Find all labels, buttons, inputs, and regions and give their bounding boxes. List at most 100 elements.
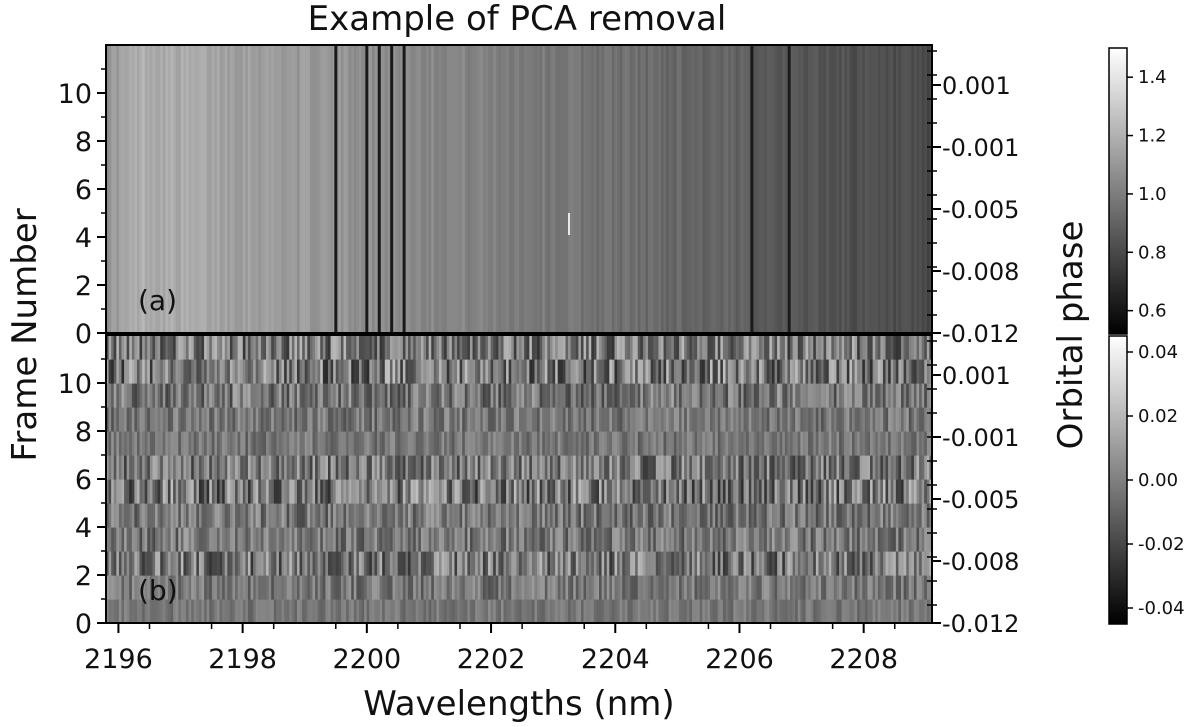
heatmap-b-cell <box>397 407 401 432</box>
heatmap-b-cell <box>366 479 370 504</box>
heatmap-b-cell <box>490 527 494 552</box>
heatmap-b-cell <box>761 551 765 576</box>
heatmap-b-cell <box>748 407 752 432</box>
heatmap-b-cell <box>134 479 138 504</box>
heatmap-b-cell <box>599 455 603 480</box>
heatmap-b-cell <box>348 599 352 624</box>
heatmap-b-cell <box>743 335 747 360</box>
heatmap-b-cell <box>851 359 856 384</box>
heatmap-b-cell <box>614 503 618 528</box>
heatmap-b-cell <box>369 359 373 384</box>
heatmap-b-cell <box>511 359 515 384</box>
heatmap-b-cell <box>493 407 497 432</box>
heatmap-b-cell <box>278 599 283 624</box>
heatmap-b-cell <box>596 599 600 624</box>
heatmap-b-cell <box>178 455 182 480</box>
heatmap-b-cell <box>526 599 530 624</box>
heatmap-b-cell <box>916 527 920 552</box>
heatmap-b-cell <box>604 503 608 528</box>
heatmap-b-cell <box>129 455 133 480</box>
heatmap-b-cell <box>263 431 267 456</box>
heatmap-b-cell <box>849 479 853 504</box>
heatmap-b-cell <box>751 479 755 504</box>
heatmap-b-cell <box>134 551 138 576</box>
heatmap-b-cell <box>204 431 208 456</box>
heatmap-b-cell <box>113 455 117 480</box>
heatmap-a-column <box>371 45 376 333</box>
heatmap-b-cell <box>684 455 688 480</box>
heatmap-b-cell <box>356 575 360 600</box>
heatmap-b-cell <box>635 431 639 456</box>
heatmap-b-cell <box>206 431 210 456</box>
heatmap-b-cell <box>242 599 246 624</box>
heatmap-a-column <box>144 45 148 333</box>
heatmap-b-cell <box>325 503 329 528</box>
heatmap-b-cell <box>611 383 616 408</box>
heatmap-b-cell <box>655 431 659 456</box>
heatmap-b-cell <box>480 407 484 432</box>
heatmap-b-cell <box>278 431 283 456</box>
heatmap-b-cell <box>111 359 115 384</box>
heatmap-b-cell <box>216 431 221 456</box>
heatmap-b-cell <box>361 527 365 552</box>
heatmap-b-cell <box>769 479 773 504</box>
heatmap-b-cell <box>389 479 394 504</box>
heatmap-b-cell <box>377 479 381 504</box>
heatmap-a-column <box>738 45 742 333</box>
heatmap-b-cell <box>534 335 538 360</box>
heatmap-b-cell <box>756 335 760 360</box>
heatmap-b-cell <box>764 359 768 384</box>
heatmap-b-cell <box>490 431 494 456</box>
heatmap-b-cell <box>573 599 577 624</box>
heatmap-b-cell <box>746 479 750 504</box>
heatmap-b-cell <box>771 503 776 528</box>
heatmap-b-cell <box>124 335 128 360</box>
heatmap-b-cell <box>395 551 399 576</box>
heatmap-b-cell <box>549 359 554 384</box>
heatmap-b-cell <box>895 431 900 456</box>
heatmap-b-cell <box>549 383 554 408</box>
heatmap-b-cell <box>186 359 190 384</box>
heatmap-b-cell <box>534 383 538 408</box>
heatmap-b-cell <box>149 527 154 552</box>
heatmap-b-cell <box>299 479 303 504</box>
heatmap-a-column <box>444 45 448 333</box>
heatmap-b-cell <box>139 503 143 528</box>
heatmap-b-cell <box>116 551 120 576</box>
heatmap-b-cell <box>281 599 285 624</box>
heatmap-b-cell <box>821 431 825 456</box>
heatmap-b-cell <box>697 407 701 432</box>
heatmap-b-cell <box>198 599 203 624</box>
heatmap-b-cell <box>366 599 370 624</box>
heatmap-b-cell <box>408 527 412 552</box>
heatmap-b-cell <box>459 455 463 480</box>
heatmap-b-cell <box>604 455 608 480</box>
heatmap-b-cell <box>222 335 226 360</box>
heatmap-b-cell <box>400 479 404 504</box>
heatmap-b-cell <box>893 599 897 624</box>
heatmap-b-cell <box>681 599 685 624</box>
heatmap-b-cell <box>642 527 647 552</box>
heatmap-b-cell <box>498 383 502 408</box>
heatmap-b-cell <box>599 575 603 600</box>
heatmap-b-cell <box>890 479 894 504</box>
heatmap-b-cell <box>715 503 719 528</box>
heatmap-b-cell <box>511 479 515 504</box>
heatmap-b-cell <box>658 551 662 576</box>
heatmap-b-cell <box>216 575 221 600</box>
heatmap-b-cell <box>366 455 370 480</box>
panel-b-label: (b) <box>138 574 178 607</box>
heatmap-b-cell <box>108 431 112 456</box>
heatmap-b-cell <box>322 599 326 624</box>
heatmap-b-cell <box>351 503 355 528</box>
heatmap-b-cell <box>614 335 618 360</box>
heatmap-b-cell <box>206 383 210 408</box>
heatmap-b-cell <box>516 431 520 456</box>
heatmap-b-cell <box>565 359 569 384</box>
heatmap-b-cell <box>462 455 466 480</box>
heatmap-a-column <box>196 45 200 333</box>
heatmap-b-cell <box>459 503 463 528</box>
heatmap-b-cell <box>418 431 422 456</box>
heatmap-b-cell <box>477 431 481 456</box>
heatmap-b-cell <box>524 527 528 552</box>
